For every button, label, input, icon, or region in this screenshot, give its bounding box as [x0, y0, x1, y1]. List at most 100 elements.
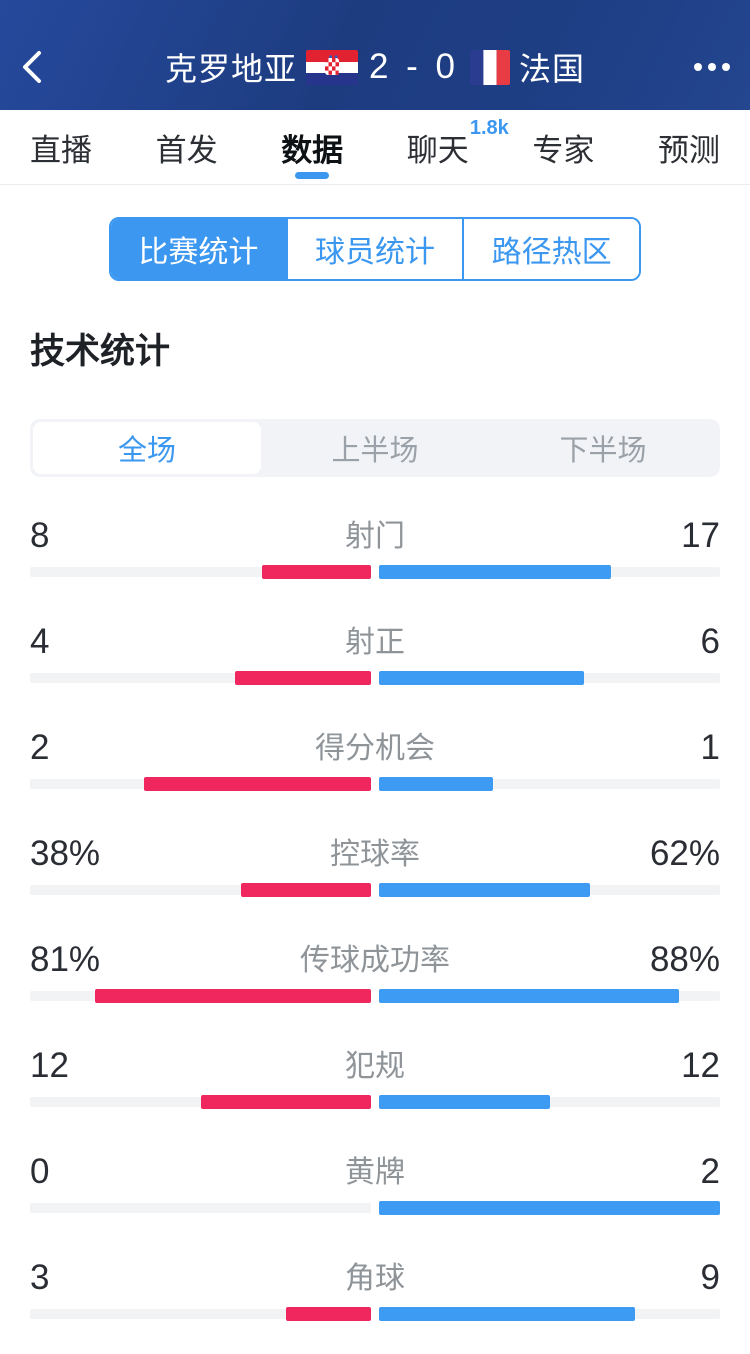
dot-icon: [694, 63, 702, 71]
stat-away-value: 9: [700, 1258, 720, 1297]
period-second-half[interactable]: 下半场: [559, 435, 647, 467]
home-team-name: 克罗地亚: [164, 51, 297, 87]
away-bar-track: [379, 1097, 720, 1107]
stat-bar: [30, 883, 720, 897]
stat-text: 8 射门 17: [30, 514, 720, 558]
stat-home-value: 12: [30, 1046, 69, 1085]
stat-bar: [30, 989, 720, 1003]
stat-row: 8 射门 17: [0, 506, 750, 612]
stats-segmented-control: 比赛统计 球员统计 路径热区: [109, 217, 641, 281]
tab-expert-label: 专家: [532, 132, 595, 168]
period-full[interactable]: 全场: [33, 422, 261, 474]
home-bar-half: [30, 883, 371, 897]
stat-text: 0 黄牌 2: [30, 1150, 720, 1194]
stats-list: 8 射门 17 4 射正 6: [0, 506, 750, 1354]
away-bar-fill: [379, 989, 680, 1003]
stat-away-value: 88%: [649, 940, 720, 979]
tab-live-label: 直播: [30, 132, 92, 168]
stat-bar: [30, 1095, 720, 1109]
away-bar-fill: [379, 1201, 720, 1215]
tab-prediction[interactable]: 预测: [658, 110, 720, 184]
home-bar-half: [30, 777, 371, 791]
away-bar-half: [379, 883, 720, 897]
stat-label: 得分机会: [315, 732, 435, 765]
stat-bar: [30, 1201, 720, 1215]
home-bar-half: [30, 989, 371, 1003]
home-bar-track: [30, 567, 371, 577]
segment-player-stats[interactable]: 球员统计: [285, 219, 463, 279]
stat-home-value: 3: [30, 1258, 50, 1297]
stat-away-value: 62%: [649, 834, 720, 873]
tab-chat[interactable]: 聊天 1.8k: [406, 110, 509, 184]
back-button[interactable]: [20, 49, 72, 85]
stat-text: 4 射正 6: [30, 620, 720, 664]
home-bar-half: [30, 565, 371, 579]
stat-home-value: 0: [30, 1152, 50, 1191]
away-bar-half: [379, 565, 720, 579]
period-first-half[interactable]: 上半场: [331, 435, 419, 467]
home-bar-half: [30, 671, 371, 685]
home-bar-track: [30, 673, 371, 683]
away-bar-fill: [379, 1307, 635, 1321]
home-bar-fill: [261, 565, 371, 579]
stat-label: 控球率: [330, 838, 420, 871]
segment-heatmap[interactable]: 路径热区: [462, 219, 639, 279]
back-chevron-icon: [23, 51, 41, 83]
segment-match-stats[interactable]: 比赛统计: [111, 219, 286, 279]
tab-data-label: 数据: [281, 132, 344, 168]
home-bar-track: [30, 885, 371, 895]
stat-label: 传球成功率: [300, 944, 450, 977]
match-header: 克罗地亚 2 - 0 法国: [0, 0, 750, 110]
stat-label: 射门: [345, 520, 405, 553]
stat-label: 黄牌: [345, 1156, 405, 1189]
away-team-name: 法国: [519, 51, 586, 87]
stat-label: 射正: [345, 626, 405, 659]
stat-home-value: 38%: [30, 834, 101, 873]
france-flag-icon: [470, 49, 511, 85]
tab-live[interactable]: 直播: [30, 110, 92, 184]
tab-expert[interactable]: 专家: [532, 110, 594, 184]
more-options-button[interactable]: [678, 63, 730, 71]
tab-chat-label: 聊天: [406, 132, 469, 168]
stat-text: 38% 控球率 62%: [30, 832, 720, 876]
away-bar-track: [379, 779, 720, 789]
stat-bar: [30, 565, 720, 579]
tab-lineup[interactable]: 首发: [156, 110, 218, 184]
home-bar-fill: [241, 883, 371, 897]
stat-row: 4 射正 6: [0, 612, 750, 718]
stat-text: 12 犯规 12: [30, 1044, 720, 1088]
stat-text: 2 得分机会 1: [30, 726, 720, 770]
stat-home-value: 4: [30, 622, 50, 661]
stat-row: 3 角球 9: [0, 1248, 750, 1354]
away-bar-fill: [379, 777, 493, 791]
stat-away-value: 6: [700, 622, 720, 661]
tab-lineup-label: 首发: [155, 132, 218, 168]
stat-row: 12 犯规 12: [0, 1036, 750, 1142]
tab-data[interactable]: 数据: [281, 110, 343, 184]
croatia-flag-icon: [305, 49, 358, 85]
croatia-checker-shield: [324, 55, 339, 75]
home-bar-half: [30, 1201, 371, 1215]
stat-text: 3 角球 9: [30, 1256, 720, 1300]
stat-bar: [30, 777, 720, 791]
tab-prediction-label: 预测: [657, 132, 720, 168]
stat-away-value: 2: [700, 1152, 720, 1191]
away-bar-fill: [379, 883, 591, 897]
period-toggle: 全场 上半场 下半场: [30, 419, 720, 477]
stat-away-value: 12: [681, 1046, 720, 1085]
stat-bar: [30, 1307, 720, 1321]
away-bar-half: [379, 671, 720, 685]
away-bar-half: [379, 777, 720, 791]
home-bar-fill: [143, 777, 371, 791]
stat-label: 犯规: [345, 1050, 405, 1083]
away-bar-half: [379, 1095, 720, 1109]
stat-home-value: 81%: [30, 940, 101, 979]
home-bar-half: [30, 1307, 371, 1321]
section-title: 技术统计: [30, 332, 171, 371]
dot-icon: [722, 63, 730, 71]
stat-away-value: 1: [700, 728, 720, 767]
away-bar-half: [379, 1307, 720, 1321]
active-tab-underline: [295, 172, 330, 179]
home-bar-track: [30, 1203, 371, 1213]
chat-count-badge: 1.8k: [469, 117, 509, 139]
